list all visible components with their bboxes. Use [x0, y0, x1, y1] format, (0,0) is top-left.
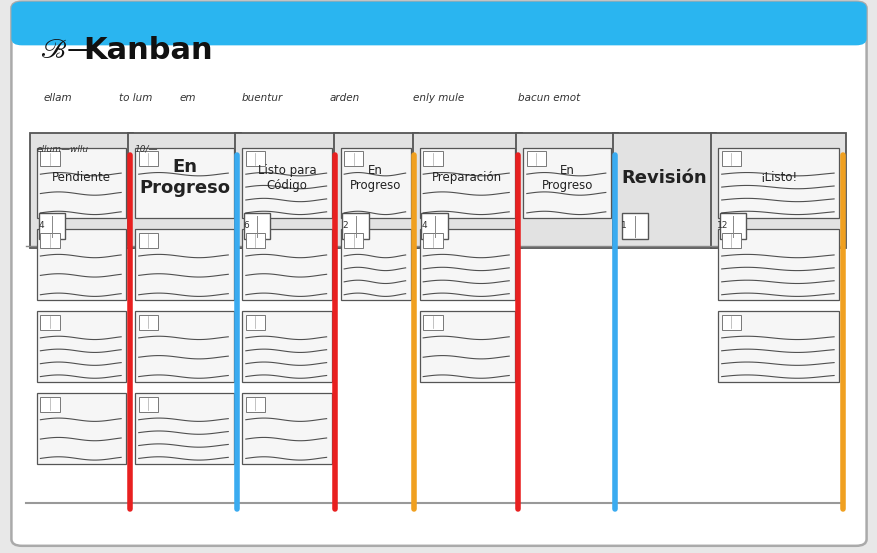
Text: Pendiente: Pendiente: [52, 171, 111, 184]
FancyBboxPatch shape: [235, 133, 339, 248]
Text: $\mathscr{B}$—: $\mathscr{B}$—: [39, 36, 94, 64]
Bar: [340, 229, 410, 300]
Bar: [40, 315, 60, 330]
Text: En
Progreso: En Progreso: [350, 164, 401, 191]
Bar: [526, 151, 545, 166]
Bar: [242, 148, 332, 218]
FancyBboxPatch shape: [128, 133, 240, 248]
Bar: [40, 397, 60, 412]
Bar: [246, 397, 265, 412]
Bar: [419, 311, 514, 382]
FancyBboxPatch shape: [516, 133, 617, 248]
Bar: [523, 148, 610, 218]
Bar: [22, 22, 855, 39]
Bar: [344, 233, 363, 248]
Bar: [340, 148, 410, 218]
Bar: [242, 229, 332, 300]
Bar: [244, 213, 270, 239]
Text: ellam: ellam: [44, 93, 73, 103]
Text: enly mule: enly mule: [412, 93, 463, 103]
FancyBboxPatch shape: [30, 133, 133, 248]
FancyBboxPatch shape: [333, 133, 417, 248]
Bar: [419, 229, 514, 300]
FancyBboxPatch shape: [11, 2, 866, 45]
Bar: [40, 151, 60, 166]
Bar: [719, 213, 745, 239]
Text: buentur: buentur: [241, 93, 282, 103]
Bar: [135, 148, 233, 218]
Bar: [139, 233, 158, 248]
Text: ¡Listo!: ¡Listo!: [759, 171, 796, 184]
Bar: [423, 151, 442, 166]
Bar: [139, 397, 158, 412]
Text: 10/—: 10/—: [134, 144, 158, 154]
Text: 4: 4: [39, 221, 44, 229]
Bar: [717, 311, 838, 382]
FancyBboxPatch shape: [710, 133, 845, 248]
Text: Revisión: Revisión: [621, 169, 707, 186]
Text: Listo para
Código: Listo para Código: [258, 164, 316, 191]
Bar: [37, 393, 126, 464]
Bar: [423, 233, 442, 248]
Bar: [423, 315, 442, 330]
Bar: [342, 213, 368, 239]
Text: em: em: [180, 93, 196, 103]
Text: En
Progreso: En Progreso: [139, 158, 230, 197]
Bar: [717, 148, 838, 218]
Text: 1: 1: [621, 221, 626, 229]
Bar: [419, 148, 514, 218]
Bar: [37, 311, 126, 382]
Text: Kanban: Kanban: [83, 36, 213, 65]
Bar: [246, 233, 265, 248]
Bar: [37, 229, 126, 300]
Bar: [242, 393, 332, 464]
Bar: [39, 213, 65, 239]
Text: 4: 4: [421, 221, 426, 229]
Bar: [421, 213, 447, 239]
Bar: [135, 311, 233, 382]
Text: En
Progreso: En Progreso: [541, 164, 592, 191]
Bar: [246, 315, 265, 330]
Text: to lum: to lum: [118, 93, 152, 103]
Text: arden: arden: [329, 93, 359, 103]
Bar: [717, 229, 838, 300]
Bar: [344, 151, 363, 166]
FancyBboxPatch shape: [612, 133, 716, 248]
Bar: [139, 315, 158, 330]
Bar: [721, 151, 740, 166]
FancyBboxPatch shape: [412, 133, 521, 248]
Bar: [135, 393, 233, 464]
Bar: [135, 229, 233, 300]
Text: Preparación: Preparación: [431, 171, 502, 184]
Bar: [139, 151, 158, 166]
Bar: [721, 233, 740, 248]
Bar: [246, 151, 265, 166]
Bar: [621, 213, 647, 239]
Bar: [242, 311, 332, 382]
Bar: [40, 233, 60, 248]
Text: ellum—wllu: ellum—wllu: [37, 144, 89, 154]
Text: 2: 2: [342, 221, 347, 229]
Bar: [37, 148, 126, 218]
Text: 12: 12: [717, 221, 727, 229]
FancyBboxPatch shape: [11, 2, 866, 546]
Text: bacun emot: bacun emot: [517, 93, 580, 103]
Text: 6: 6: [244, 221, 249, 229]
Bar: [721, 315, 740, 330]
